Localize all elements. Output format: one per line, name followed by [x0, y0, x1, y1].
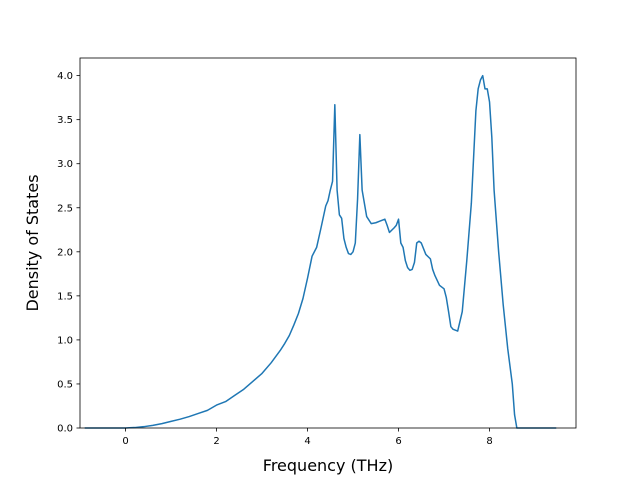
y-tick-label: 1.0	[57, 335, 73, 346]
axes-frame	[79, 57, 577, 429]
x-tick-label: 6	[395, 436, 401, 447]
plot-area	[79, 57, 577, 429]
y-tick-label: 2.5	[57, 203, 73, 214]
x-tick-label: 4	[304, 436, 310, 447]
y-axis-ticks: 0.0 0.5 1.0 1.5 2.0 2.5 3.0 3.5 4.0	[57, 71, 80, 435]
x-axis-label: Frequency (THz)	[263, 456, 393, 475]
y-tick-label: 0.0	[57, 424, 73, 435]
y-tick-label: 3.0	[57, 159, 73, 170]
x-axis-ticks: 0 2 4 6 8	[122, 428, 493, 447]
y-tick-label: 2.0	[57, 247, 73, 258]
y-tick-label: 0.5	[57, 379, 73, 390]
y-tick-label: 3.5	[57, 115, 73, 126]
y-tick-label: 1.5	[57, 291, 73, 302]
x-tick-label: 2	[213, 436, 219, 447]
y-axis-label: Density of States	[23, 174, 42, 311]
x-tick-label: 0	[122, 436, 128, 447]
x-tick-label: 8	[486, 436, 492, 447]
series-line	[84, 74, 557, 429]
y-tick-label: 4.0	[57, 71, 73, 82]
